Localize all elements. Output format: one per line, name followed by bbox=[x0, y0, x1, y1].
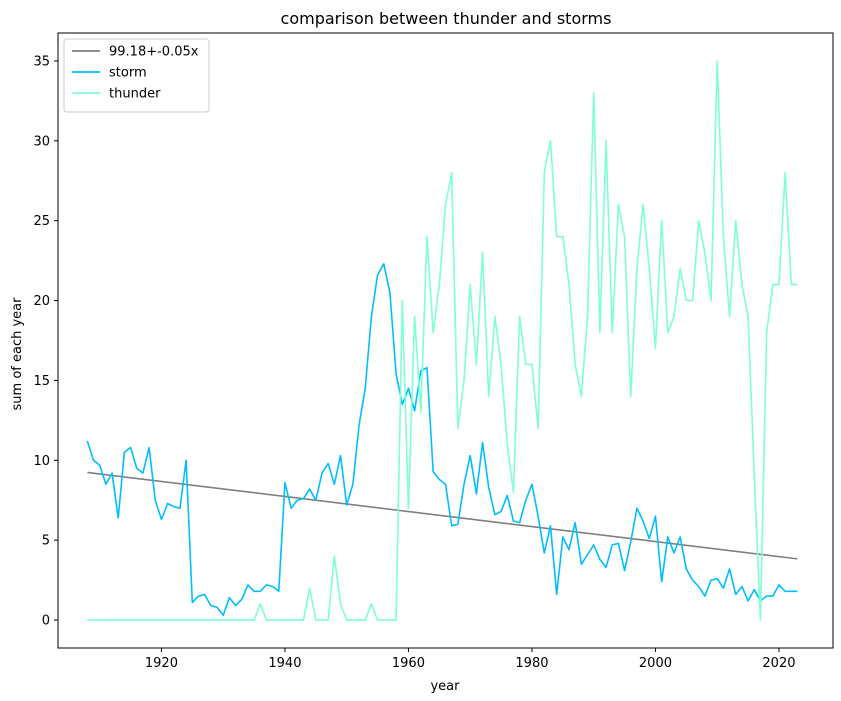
chart-title: comparison between thunder and storms bbox=[281, 9, 612, 28]
x-axis: 1920 1940 1960 1980 2000 2020 bbox=[145, 648, 796, 671]
x-tick-label: 1940 bbox=[268, 656, 301, 671]
legend-label: thunder bbox=[109, 87, 161, 102]
x-tick-label: 2000 bbox=[639, 656, 672, 671]
y-axis: 0 5 10 15 20 25 30 35 bbox=[33, 54, 58, 629]
x-tick-label: 1920 bbox=[145, 656, 178, 671]
y-tick-label: 0 bbox=[42, 614, 50, 629]
y-tick-label: 20 bbox=[33, 294, 50, 309]
series-line-99-18-0-05x bbox=[87, 471, 798, 560]
plot-frame bbox=[57, 32, 834, 649]
series-line-storm bbox=[86, 263, 798, 617]
plot-area bbox=[57, 32, 834, 649]
series-line-thunder bbox=[87, 60, 798, 621]
y-tick-label: 15 bbox=[33, 374, 50, 389]
legend-box bbox=[63, 38, 210, 113]
legend-label: 99.18+-0.05x bbox=[109, 45, 199, 60]
y-tick-label: 35 bbox=[33, 54, 50, 69]
y-tick-label: 10 bbox=[33, 454, 50, 469]
legend-label: storm bbox=[109, 66, 147, 81]
y-tick-label: 5 bbox=[42, 534, 50, 549]
x-tick-label: 2020 bbox=[762, 656, 795, 671]
x-tick-label: 1960 bbox=[392, 656, 425, 671]
legend: 99.18+-0.05x storm thunder bbox=[63, 38, 210, 113]
y-tick-label: 25 bbox=[33, 214, 50, 229]
x-axis-label: year bbox=[430, 679, 460, 694]
y-tick-label: 30 bbox=[33, 134, 50, 149]
y-axis-label: sum of each year bbox=[10, 297, 25, 411]
x-tick-label: 1980 bbox=[515, 656, 548, 671]
